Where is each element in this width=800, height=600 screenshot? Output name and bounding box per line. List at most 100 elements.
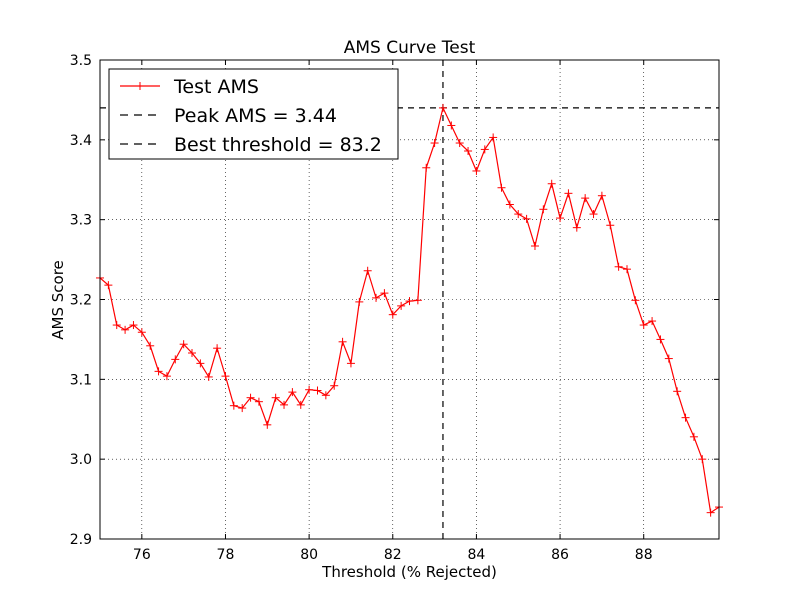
data-point [388,310,397,319]
data-point [188,348,197,357]
data-point [472,166,481,175]
y-tick-label: 3.3 [70,213,92,229]
x-tick-label: 88 [635,547,653,563]
data-point [204,372,213,381]
y-tick-label: 3.0 [70,452,92,468]
y-tick-label: 3.2 [70,293,92,309]
data-point [162,372,171,381]
data-point [572,223,581,232]
data-point [305,385,314,394]
chart-title: AMS Curve Test [344,38,476,58]
y-axis-label: AMS Score [49,260,67,340]
x-tick-label: 76 [133,547,151,563]
data-point [639,321,648,330]
legend-box [108,68,399,160]
axis-ticks: 76 78 80 82 84 86 88 2.9 3.0 3.1 3.2 3.3 3.4 3.5 [70,53,719,563]
data-point [313,386,322,395]
data-point [539,205,548,214]
data-point [154,367,163,376]
data-point [614,262,623,271]
data-point [706,508,715,517]
y-tick-label: 3.1 [70,372,92,388]
data-point [280,400,289,409]
data-point [213,344,222,353]
data-point [631,296,640,305]
data-point [363,266,372,275]
data-point [556,214,565,223]
data-point [338,337,347,346]
data-point [497,183,506,192]
data-point [447,121,456,130]
x-axis-label: Threshold (% Rejected) [321,563,497,581]
x-tick-label: 84 [468,547,486,563]
data-point [372,293,381,302]
data-point [288,388,297,397]
data-point [221,372,230,381]
data-point [129,321,138,330]
data-point [137,328,146,337]
data-point [121,325,130,334]
legend-label-best-threshold: Best threshold = 83.2 [174,134,382,156]
data-point [179,340,188,349]
data-point [112,321,121,330]
data-point [464,147,473,156]
data-point [405,297,414,306]
data-point [422,163,431,172]
data-point [355,297,364,306]
data-point [530,242,539,251]
data-point [489,133,498,142]
data-point [505,200,514,209]
data-point [196,359,205,368]
data-point [254,397,263,406]
x-tick-label: 78 [217,547,235,563]
data-point [648,317,657,326]
data-point [673,387,682,396]
data-point [271,393,280,402]
data-point [346,359,355,368]
legend: Test AMS Peak AMS = 3.44 Best threshold … [108,68,399,160]
data-point [321,391,330,400]
data-point [397,301,406,310]
data-point [480,145,489,154]
x-tick-label: 82 [384,547,402,563]
data-point [656,335,665,344]
y-tick-label: 2.9 [70,532,92,548]
data-point [689,432,698,441]
data-point [146,341,155,350]
x-tick-label: 80 [300,547,318,563]
y-tick-label: 3.5 [70,53,92,69]
legend-marker-test-ams [136,82,144,90]
data-point [681,413,690,422]
data-point [589,210,598,219]
x-tick-label: 86 [551,547,569,563]
legend-label-peak-ams: Peak AMS = 3.44 [174,105,337,127]
data-point [581,194,590,203]
data-point [229,401,238,410]
y-tick-label: 3.4 [70,133,92,149]
data-point [246,393,255,402]
data-point [664,354,673,363]
data-point [606,221,615,230]
data-point [413,296,422,305]
data-point [547,179,556,188]
data-point [171,355,180,364]
series-line-test-ams [99,106,720,514]
series-layer [96,103,723,517]
data-point [564,189,573,198]
data-point [238,404,247,413]
data-point [455,139,464,148]
data-point [522,214,531,223]
data-point [296,400,305,409]
data-point [597,191,606,200]
data-point [104,281,113,290]
data-point [380,289,389,298]
data-point [430,139,439,148]
legend-label-test-ams: Test AMS [173,76,259,98]
data-point [514,210,523,219]
data-point [698,455,707,464]
data-point [622,265,631,274]
data-point [263,420,272,429]
data-point [438,103,447,112]
data-point [330,381,339,390]
